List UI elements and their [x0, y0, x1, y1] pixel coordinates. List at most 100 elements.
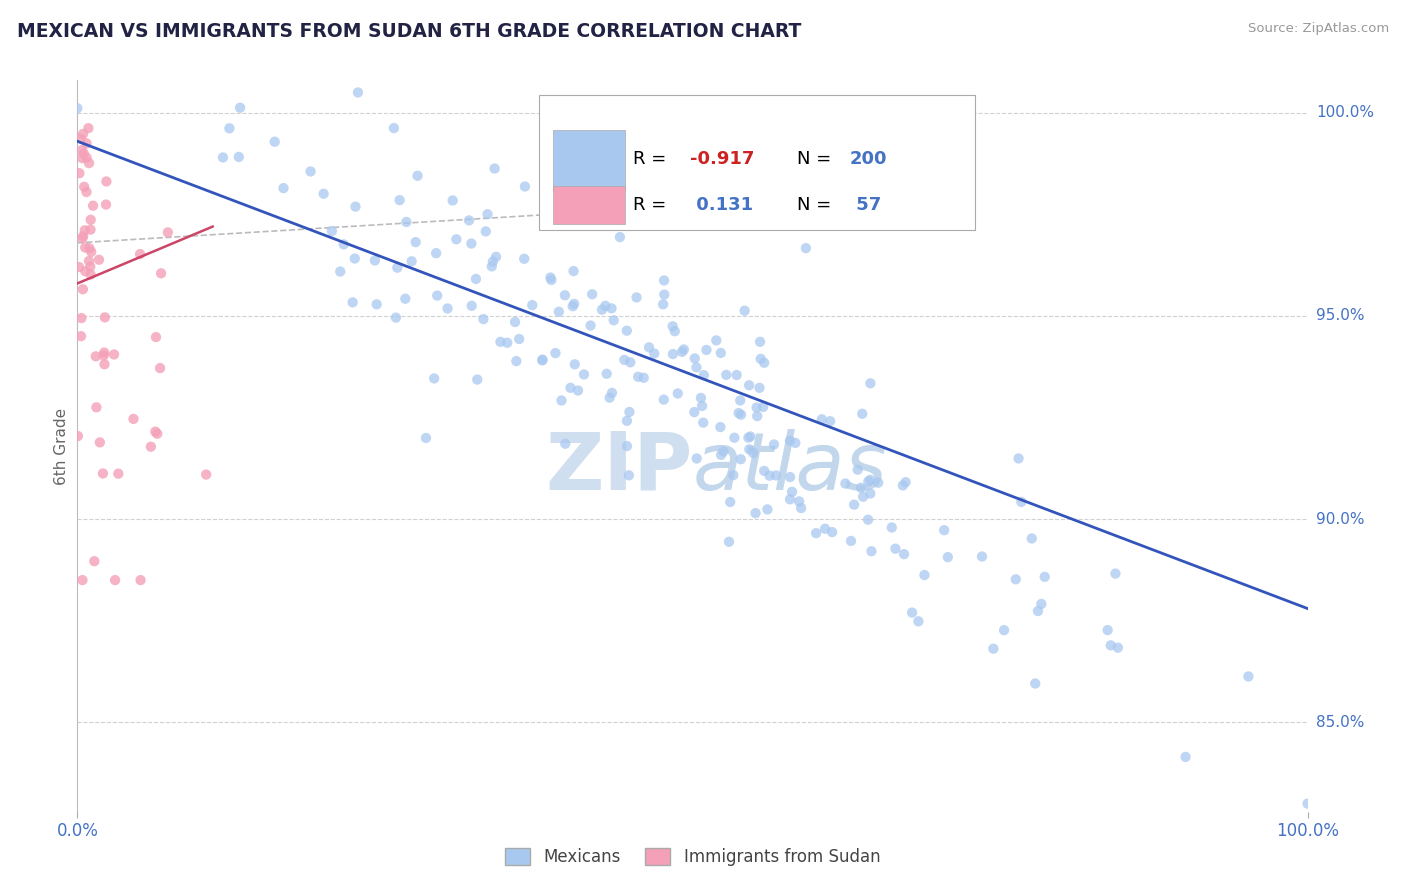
Point — [727, 406, 749, 420]
Point — [683, 351, 706, 366]
Point — [70, 311, 93, 326]
Point — [752, 400, 775, 414]
Point — [139, 440, 162, 454]
Point — [103, 347, 125, 361]
Point — [581, 287, 603, 301]
Point — [1007, 451, 1029, 466]
Point — [907, 615, 929, 629]
Point — [364, 253, 387, 268]
Point — [814, 522, 837, 536]
Point — [401, 254, 423, 268]
Point — [385, 310, 408, 325]
Point — [465, 372, 488, 386]
Point — [86, 401, 108, 415]
Point — [567, 384, 589, 398]
Point — [76, 151, 98, 165]
Point — [794, 241, 817, 255]
Point — [758, 468, 780, 483]
Point — [505, 354, 527, 368]
Point — [94, 310, 117, 325]
Point — [738, 378, 761, 392]
Point — [1021, 532, 1043, 546]
Point — [67, 260, 90, 274]
Point — [787, 494, 810, 508]
Point — [602, 313, 624, 327]
Point — [728, 393, 751, 408]
Point — [893, 547, 915, 561]
Point — [72, 231, 94, 245]
Text: ZIP: ZIP — [546, 429, 693, 507]
Point — [1031, 597, 1053, 611]
Point — [1237, 669, 1260, 683]
Point — [595, 299, 617, 313]
Point — [652, 297, 675, 311]
Point — [129, 573, 152, 587]
Point — [472, 312, 495, 326]
Point — [1024, 676, 1046, 690]
Point — [273, 181, 295, 195]
Point — [544, 346, 567, 360]
Point — [122, 412, 145, 426]
Point — [744, 506, 766, 520]
Point — [616, 414, 638, 428]
Point — [366, 297, 388, 311]
Point — [485, 250, 508, 264]
Point — [717, 534, 740, 549]
Point — [713, 444, 735, 458]
Point — [503, 315, 526, 329]
Point — [69, 132, 91, 146]
Point — [72, 151, 94, 165]
Point — [686, 451, 709, 466]
Point — [643, 346, 665, 360]
Point — [983, 641, 1005, 656]
Point — [619, 355, 641, 369]
Point — [859, 473, 882, 487]
Point — [343, 252, 366, 266]
Point — [934, 523, 956, 537]
Point — [107, 467, 129, 481]
Point — [859, 486, 882, 500]
Text: 200: 200 — [851, 150, 887, 168]
Point — [1104, 566, 1126, 581]
Point — [562, 297, 585, 311]
Point — [752, 356, 775, 370]
Point — [613, 352, 636, 367]
Point — [737, 431, 759, 445]
Point — [626, 290, 648, 304]
Point — [82, 199, 104, 213]
Point — [150, 266, 173, 280]
Point — [779, 492, 801, 507]
Point — [1097, 623, 1119, 637]
Point — [446, 232, 468, 246]
Point — [710, 448, 733, 462]
Point — [748, 381, 770, 395]
Point — [406, 169, 429, 183]
Point — [554, 288, 576, 302]
Point — [725, 368, 748, 382]
Point — [388, 193, 411, 207]
Point — [811, 412, 834, 426]
Point — [993, 623, 1015, 637]
Point — [87, 252, 110, 267]
Point — [936, 550, 959, 565]
Point — [70, 329, 93, 343]
Point — [609, 230, 631, 244]
Point — [591, 302, 613, 317]
Point — [880, 520, 903, 534]
Point — [70, 143, 93, 157]
Point — [970, 549, 993, 564]
Point — [475, 224, 498, 238]
Point — [415, 431, 437, 445]
Point — [718, 495, 741, 509]
Point — [709, 420, 731, 434]
Point — [891, 478, 914, 492]
Point — [1107, 640, 1129, 655]
Point — [868, 475, 890, 490]
Point — [72, 229, 94, 244]
Point — [616, 439, 638, 453]
Point — [749, 334, 772, 349]
Point — [600, 385, 623, 400]
Point — [344, 200, 367, 214]
Point — [662, 347, 685, 361]
Point — [89, 435, 111, 450]
